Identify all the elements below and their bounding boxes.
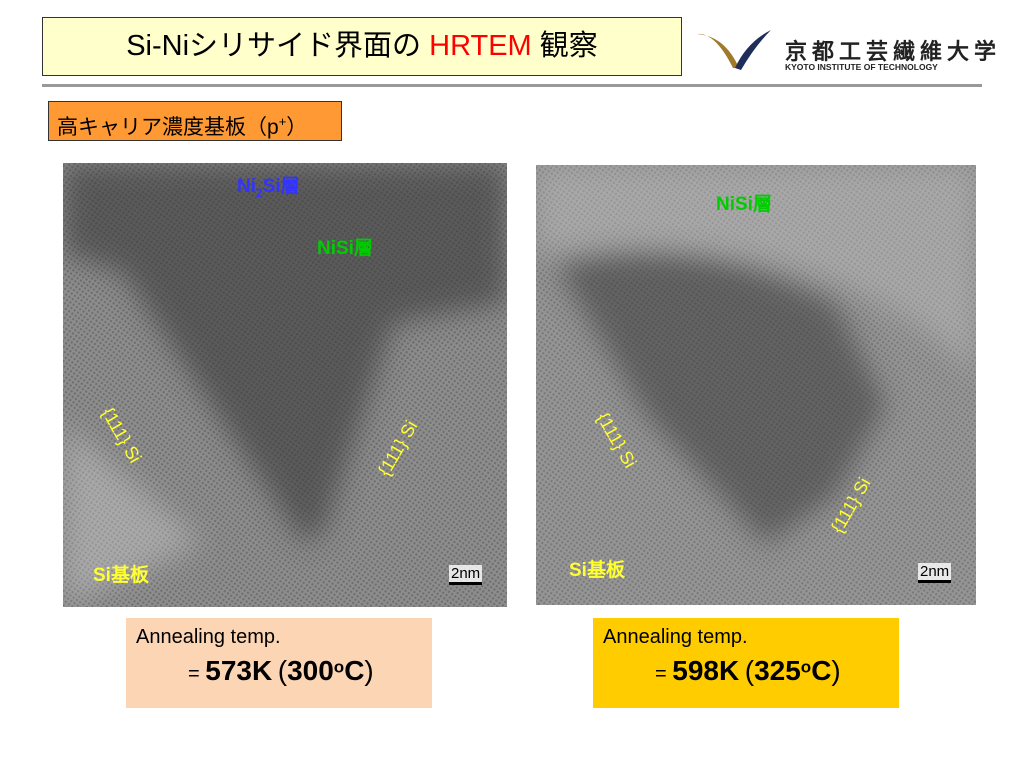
paren: ( xyxy=(744,655,755,686)
text: Si層 xyxy=(262,176,300,197)
logo-english: KYOTO INSTITUTE OF TECHNOLOGY xyxy=(785,62,938,72)
kelvin: 573K xyxy=(205,655,273,686)
title-box: Si-Niシリサイド界面の HRTEM 観察 xyxy=(42,17,682,76)
paren: ) xyxy=(364,655,374,686)
logo-name: 京都工芸繊維大学 xyxy=(785,39,1002,64)
substrate-label: Si基板 xyxy=(569,560,625,581)
kelvin: 598K xyxy=(672,655,740,686)
tem-texture xyxy=(63,163,507,607)
celsius: 325 xyxy=(754,655,801,686)
subtitle-text: ） xyxy=(286,116,308,139)
title-text: 観察 xyxy=(539,30,598,62)
scale-bar: 2nm xyxy=(449,565,483,585)
subtitle-sup: + xyxy=(278,114,287,129)
layer-label: Ni2Si層 xyxy=(237,171,300,200)
subtitle-text: 高キャリア濃度基板（p xyxy=(57,116,279,139)
subtitle-box: 高キャリア濃度基板（p+） xyxy=(48,101,342,141)
text: Ni xyxy=(237,176,256,197)
annealing-box: Annealing temp. = 598K (325oC) xyxy=(593,618,899,708)
degree: o xyxy=(800,657,812,677)
tem-image: Ni2Si層 NiSi層 {111} Si {111} Si Si基板 2nm xyxy=(63,163,507,607)
equals: = xyxy=(655,663,667,685)
text: 2 xyxy=(256,185,263,200)
divider xyxy=(42,84,982,87)
paren: ( xyxy=(277,655,288,686)
substrate-label: Si基板 xyxy=(93,565,149,586)
logo-mark xyxy=(697,30,771,70)
annealing-label: Annealing temp. xyxy=(603,626,748,648)
title-text: Si-Niシリサイド界面の xyxy=(126,30,422,62)
layer-label: NiSi層 xyxy=(716,194,772,215)
celsius: 300 xyxy=(287,655,334,686)
annealing-box: Annealing temp. = 573K (300oC) xyxy=(126,618,432,708)
degree: o xyxy=(333,657,345,677)
equals: = xyxy=(188,663,200,685)
unit: C xyxy=(344,655,365,686)
tem-texture xyxy=(536,165,976,605)
paren: ) xyxy=(831,655,841,686)
scale-bar: 2nm xyxy=(918,563,952,583)
annealing-label: Annealing temp. xyxy=(136,626,281,648)
title-highlight: HRTEM xyxy=(429,30,532,62)
layer-label: NiSi層 xyxy=(317,238,373,259)
tem-image: NiSi層 {111} Si {111} Si Si基板 2nm xyxy=(536,165,976,605)
unit: C xyxy=(811,655,832,686)
